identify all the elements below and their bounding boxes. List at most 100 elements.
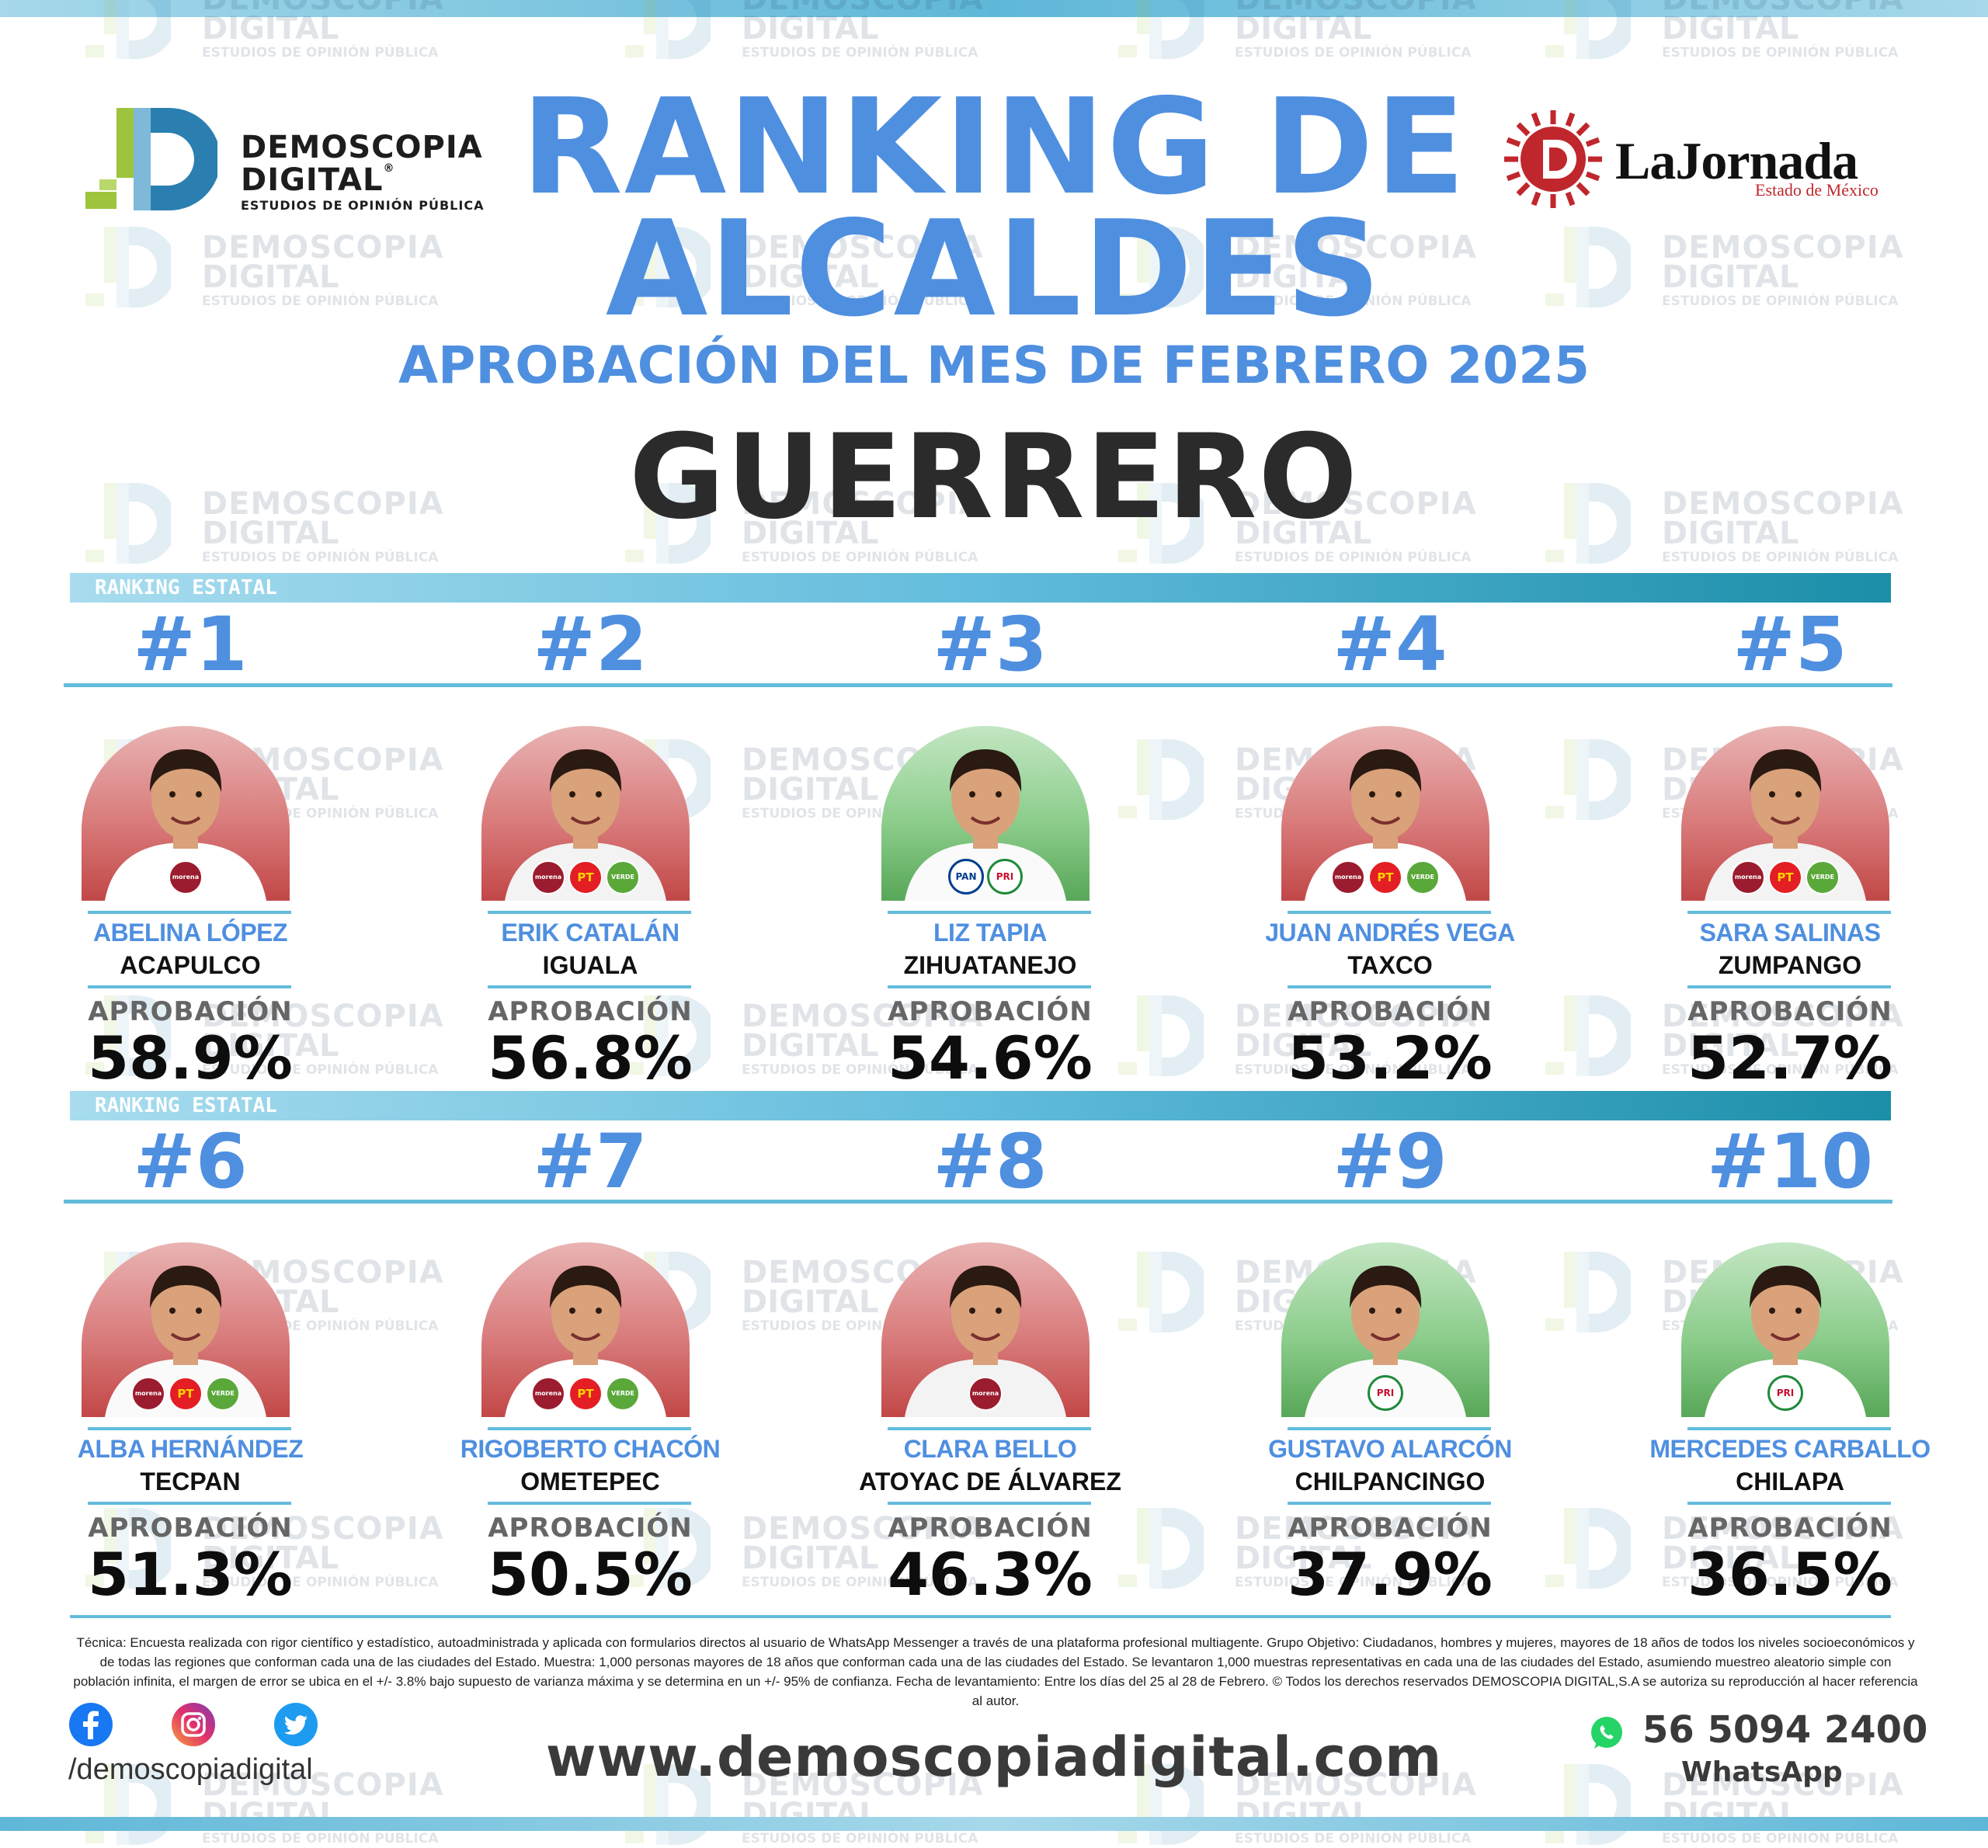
demoscopia-digital-logo: DEMOSCOPIA DIGITAL® ESTUDIOS DE OPINIÓN … [85, 105, 489, 214]
mayor-name: ALBA HERNÁNDEZ [77, 1435, 304, 1463]
municipality-name: TAXCO [1347, 951, 1433, 979]
portrait-arch: PRI [1681, 1242, 1889, 1417]
municipality-name: OMETEPEC [520, 1468, 660, 1495]
page-subtitle: APROBACIÓN DEL MES DE FEBRERO 2025 [398, 335, 1590, 395]
card-divider [888, 985, 1091, 988]
approval-value: 51.3% [88, 1540, 293, 1609]
approval-label: APROBACIÓN [1288, 996, 1493, 1027]
card-divider [1288, 1502, 1491, 1505]
approval-label: APROBACIÓN [1288, 1513, 1493, 1544]
mayor-card: morena ABELINA LÓPEZ ACAPULCO APROBACIÓN 58.… [74, 726, 307, 1088]
party-logo-verde: VERDE [606, 1377, 640, 1411]
social-handle[interactable]: /demoscopiadigital [68, 1753, 313, 1786]
instagram-icon[interactable] [171, 1702, 216, 1747]
state-title: GUERRERO [629, 410, 1359, 545]
party-logos: morena PT VERDE [481, 860, 690, 894]
mayor-card: PAN PRI LIZ TAPIA ZIHUATANEJO APROBACIÓN 54.6… [874, 726, 1107, 1088]
approval-label: APROBACIÓN [888, 996, 1093, 1027]
portrait-arch: morena PT VERDE [481, 726, 690, 901]
facebook-icon[interactable] [68, 1702, 113, 1747]
rank-number: #7 [533, 1118, 648, 1205]
la-jornada-sun-icon [1504, 110, 1602, 208]
card-divider [488, 985, 691, 988]
party-logo-morena: morena [968, 1377, 1003, 1411]
approval-label: APROBACIÓN [1687, 1513, 1892, 1544]
card-divider [488, 1427, 691, 1430]
party-logo-morena: morena [531, 1377, 565, 1411]
card-divider [1687, 911, 1891, 914]
party-logo-verde: VERDE [1806, 860, 1840, 894]
approval-value: 54.6% [888, 1023, 1093, 1092]
approval-value: 56.8% [488, 1023, 693, 1092]
mayor-card: morena PT VERDE ALBA HERNÁNDEZ TECPAN APROBAC… [74, 1242, 307, 1604]
party-logo-pt: PT [568, 1377, 603, 1411]
rank-number: #9 [1333, 1118, 1448, 1205]
portrait-arch: morena [82, 726, 290, 901]
mayor-card: morena PT VERDE JUAN ANDRÉS VEGA TAXCO APROBA… [1265, 726, 1515, 1088]
card-divider [1687, 985, 1891, 988]
party-logo-morena: morena [131, 1377, 165, 1411]
page-title-line1: RANKING DE [521, 71, 1467, 224]
portrait-photo [905, 749, 1066, 901]
rank-number: #2 [533, 601, 648, 688]
watermark-line3: ESTUDIOS DE OPINIÓN PÚBLICA [1662, 1831, 1899, 1846]
rank-number: #3 [933, 601, 1048, 688]
approval-label: APROBACIÓN [888, 1513, 1093, 1544]
rank-number: #5 [1733, 601, 1847, 688]
watermark-line3: ESTUDIOS DE OPINIÓN PÚBLICA [1662, 550, 1899, 565]
portrait-arch: morena PT VERDE [481, 1242, 690, 1417]
rank-divider-top [64, 683, 1892, 687]
bottom-frame-bar [0, 1817, 1988, 1831]
portrait-arch: morena PT VERDE [82, 1242, 290, 1417]
party-logos: morena PT VERDE [1281, 860, 1489, 894]
party-logos: PAN PRI [881, 859, 1090, 894]
la-jornada-name: LaJornada [1615, 131, 1858, 190]
watermark-line3: ESTUDIOS DE OPINIÓN PÚBLICA [742, 550, 978, 565]
portrait-arch: morena [881, 1242, 1090, 1417]
card-divider [88, 1427, 291, 1430]
party-logo-pt: PT [1768, 860, 1802, 894]
card-divider [88, 1502, 291, 1505]
watermark-line3: ESTUDIOS DE OPINIÓN PÚBLICA [1235, 45, 1472, 61]
portrait-arch: morena PT VERDE [1681, 726, 1889, 901]
card-divider [1288, 985, 1491, 988]
watermark-line3: ESTUDIOS DE OPINIÓN PÚBLICA [202, 550, 439, 565]
whatsapp-icon[interactable] [1588, 1714, 1625, 1752]
party-logo-morena: morena [531, 860, 565, 894]
approval-value: 46.3% [888, 1540, 1093, 1609]
la-jornada-subtitle: Estado de México [1755, 180, 1879, 200]
party-logo-pt: PT [1368, 860, 1402, 894]
mayor-card: PRI MERCEDES CARBALLO CHILAPA APROBACIÓN 36.… [1649, 1242, 1931, 1604]
municipality-name: TECPAN [140, 1468, 241, 1495]
technical-note: Técnica: Encuesta realizada con rigor ci… [73, 1635, 1918, 1708]
municipality-name: CHILPANCINGO [1295, 1468, 1486, 1495]
mayor-card: morena PT VERDE ERIK CATALÁN IGUALA APROBACIÓ… [474, 726, 707, 1088]
card-divider [888, 1427, 1091, 1430]
party-logos: morena [881, 1377, 1090, 1411]
party-logos: morena PT VERDE [82, 1377, 290, 1411]
party-logo-pan: PAN [948, 859, 984, 894]
watermark-line3: ESTUDIOS DE OPINIÓN PÚBLICA [1662, 45, 1899, 61]
card-divider [1687, 1502, 1891, 1505]
portrait-arch: morena PT VERDE [1281, 726, 1489, 901]
whatsapp-label: WhatsApp [1681, 1756, 1843, 1788]
twitter-icon[interactable] [273, 1702, 318, 1747]
mayor-name: ABELINA LÓPEZ [92, 919, 288, 947]
brand-name-line1: DEMOSCOPIA [241, 130, 483, 165]
phone-number[interactable]: 56 5094 2400 [1642, 1708, 1928, 1752]
card-divider [88, 985, 291, 988]
mayor-name: ERIK CATALÁN [501, 919, 679, 947]
approval-label: APROBACIÓN [88, 996, 293, 1027]
approval-value: 36.5% [1687, 1540, 1892, 1609]
mayor-name: SARA SALINAS [1699, 919, 1881, 947]
website-link[interactable]: www.demoscopiadigital.com [545, 1725, 1443, 1789]
watermark-line3: ESTUDIOS DE OPINIÓN PÚBLICA [202, 1831, 439, 1846]
brand-tagline: ESTUDIOS DE OPINIÓN PÚBLICA [241, 198, 485, 213]
approval-value: 58.9% [88, 1023, 293, 1092]
card-divider [1687, 1427, 1891, 1430]
approval-value: 37.9% [1288, 1540, 1493, 1609]
watermark-line2: DIGITAL [742, 1284, 879, 1320]
mayor-card: morena PT VERDE SARA SALINAS ZUMPANGO APROBAC… [1673, 726, 1906, 1088]
approval-label: APROBACIÓN [1687, 996, 1892, 1027]
rank-divider-bottom [64, 1200, 1892, 1204]
